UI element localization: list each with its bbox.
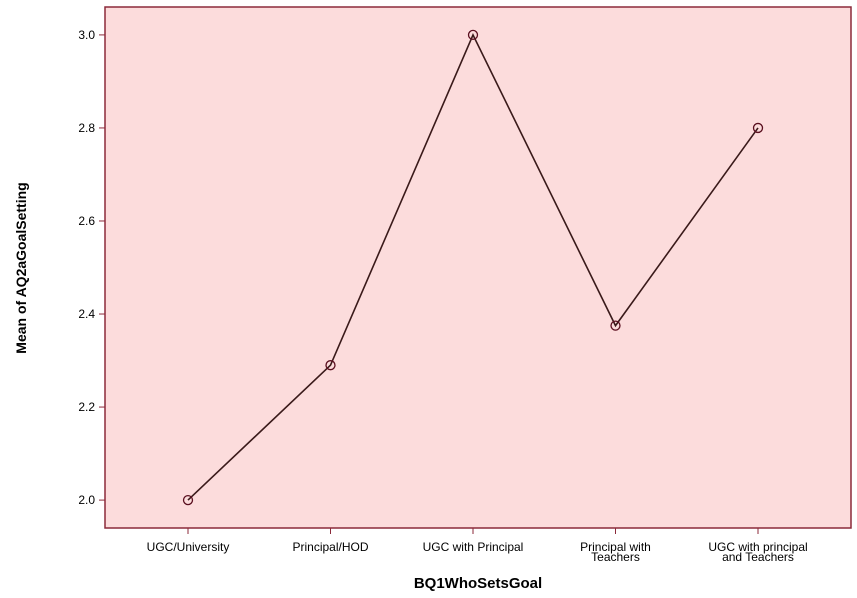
data-point-marker: [752, 122, 764, 134]
series-line: [187, 32, 759, 501]
x-category-label: UGC with Principal: [423, 540, 524, 554]
y-tick-label: 2.4: [78, 307, 95, 321]
data-point-marker: [610, 320, 621, 331]
x-category-label: UGC with principal and Teachers: [708, 540, 807, 564]
plot-area: [104, 6, 852, 529]
y-tick-label: 3.0: [78, 28, 95, 42]
x-category-label: UGC/University: [147, 540, 230, 554]
x-axis-title: BQ1WhoSetsGoal: [414, 575, 542, 592]
x-category-label: Principal with Teachers: [580, 540, 651, 564]
y-tick-label: 2.2: [78, 400, 95, 414]
data-point-marker: [467, 29, 479, 41]
y-axis-title: Mean of AQ2aGoalSetting: [13, 182, 29, 353]
y-tick-label: 2.0: [78, 493, 95, 507]
x-category-label: Principal/HOD: [292, 540, 368, 554]
data-markers: [182, 29, 764, 506]
x-axis: UGC/University Principal/HOD UGC with Prin…: [147, 528, 808, 564]
y-axis: 2.0 2.2 2.4 2.6 2.8 3.0: [78, 28, 105, 507]
data-point-marker: [325, 360, 336, 371]
y-tick-label: 2.8: [78, 121, 95, 135]
y-tick-label: 2.6: [78, 214, 95, 228]
data-point-marker: [182, 494, 194, 506]
